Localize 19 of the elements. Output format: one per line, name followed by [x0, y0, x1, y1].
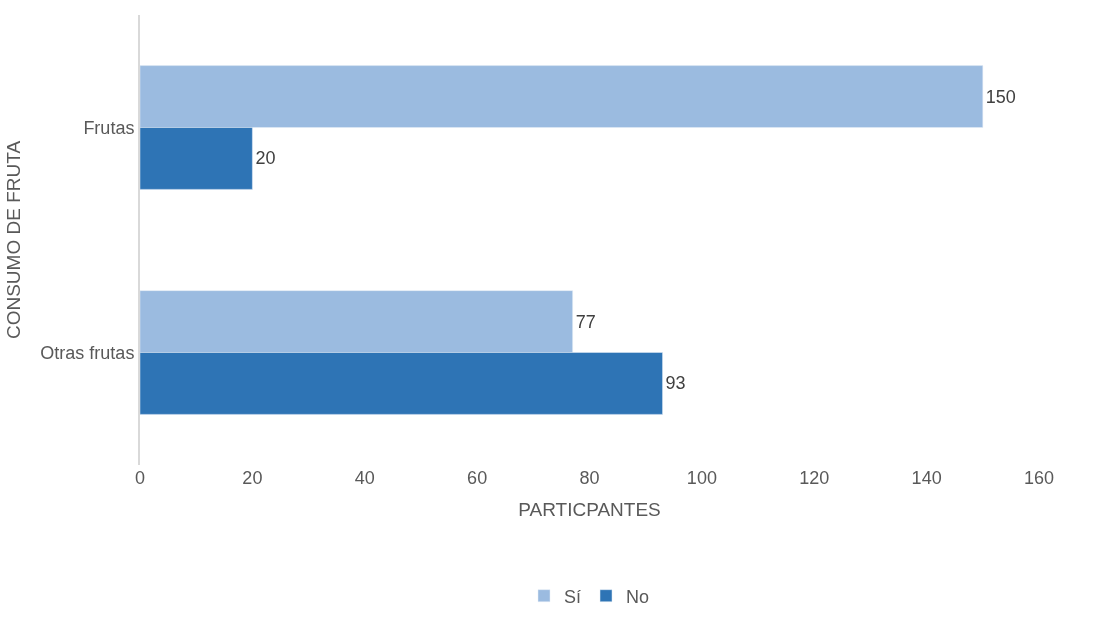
data-label: 150 [985, 86, 1016, 107]
x-tick-label: 20 [242, 468, 263, 488]
x-tick-label: 140 [911, 468, 942, 488]
x-tick-label: 0 [134, 468, 146, 488]
x-axis-title: PARTICPANTES [518, 498, 661, 520]
data-label: 93 [665, 373, 686, 394]
x-tick-label: 60 [467, 468, 488, 488]
y-tick-label: Otras frutas [40, 342, 135, 363]
x-tick-label: 160 [1023, 468, 1055, 488]
x-tick-label: 120 [799, 468, 830, 488]
y-tick-label: Frutas [83, 117, 135, 138]
x-tick-label: 40 [354, 468, 375, 488]
legend-label: Sí [564, 586, 582, 607]
data-label: 20 [255, 148, 276, 169]
x-tick-label: 100 [686, 468, 717, 488]
legend-label: No [626, 586, 650, 607]
y-axis-title: CONSUMO DE FRUTA [2, 140, 24, 340]
data-label: 77 [575, 311, 596, 332]
x-tick-label: 80 [579, 468, 600, 488]
